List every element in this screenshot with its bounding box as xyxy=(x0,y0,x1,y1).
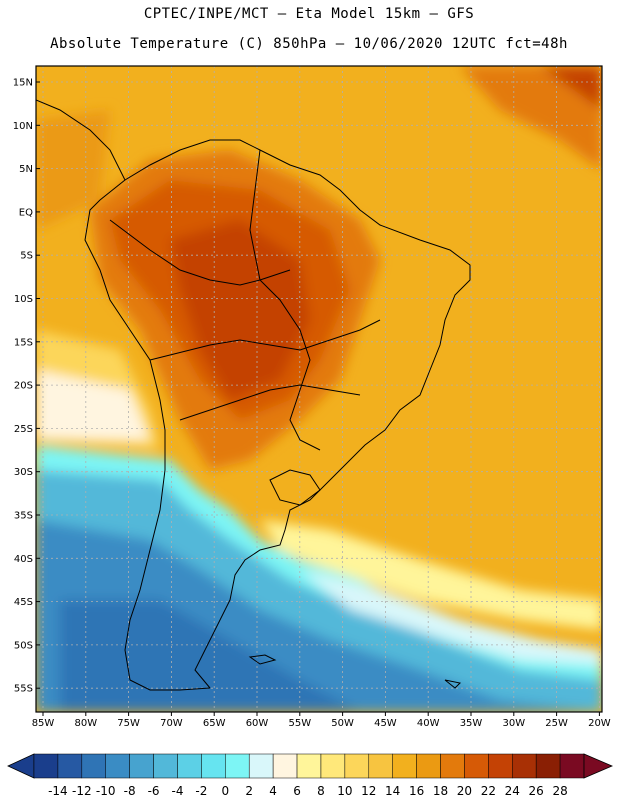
lat-tick-label: 50S xyxy=(14,640,33,651)
lat-tick-label: 5S xyxy=(20,251,33,262)
graticule xyxy=(36,66,602,712)
colorbar-tick-label: 20 xyxy=(457,784,472,798)
colorbar-tick-label: 14 xyxy=(385,784,400,798)
colorbar-tick-label: 0 xyxy=(221,784,229,798)
temperature-field xyxy=(36,66,602,712)
title-line-2: Absolute Temperature (C) 850hPa – 10/06/… xyxy=(50,36,568,52)
lon-tick-label: 55W xyxy=(288,718,311,729)
colorbar-tick-label: -2 xyxy=(195,784,207,798)
colorbar-tick-label: 2 xyxy=(245,784,253,798)
colorbar-tick-label: -6 xyxy=(148,784,160,798)
colorbar-swatch xyxy=(488,753,513,779)
lon-tick-label: 80W xyxy=(74,718,97,729)
colorbar-tick-label: 6 xyxy=(293,784,301,798)
lat-tick-label: 5N xyxy=(19,164,33,175)
colorbar-left-arrow xyxy=(7,753,35,779)
colorbar-swatch xyxy=(392,753,417,779)
colorbar-tick-label: -14 xyxy=(48,784,68,798)
colorbar-tick-label: 8 xyxy=(317,784,325,798)
lat-tick-label: 45S xyxy=(14,597,33,608)
lat-tick-label: 10N xyxy=(13,121,33,132)
colorbar-swatch xyxy=(81,753,106,779)
lat-tick-label: 15N xyxy=(13,78,33,89)
colorbar-swatch xyxy=(177,753,202,779)
lon-tick-label: 65W xyxy=(203,718,226,729)
lat-tick-label: 15S xyxy=(14,337,33,348)
lon-tick-label: 20W xyxy=(588,718,611,729)
colorbar-swatch xyxy=(272,753,298,779)
lat-tick-label: EQ xyxy=(19,207,33,218)
colorbar-tick-label: 26 xyxy=(529,784,544,798)
colorbar-swatch xyxy=(105,753,130,779)
colorbar-tick-label: -12 xyxy=(72,784,92,798)
lon-tick-label: 35W xyxy=(460,718,483,729)
colorbar-swatch xyxy=(33,753,59,779)
colorbar-tick-label: -8 xyxy=(124,784,136,798)
lon-tick-label: 40W xyxy=(417,718,440,729)
lon-tick-label: 70W xyxy=(160,718,183,729)
colorbar-swatch xyxy=(535,753,561,779)
colorbar-tick-label: 12 xyxy=(361,784,376,798)
lon-tick-label: 75W xyxy=(117,718,140,729)
colorbar-tick-label: 28 xyxy=(552,784,567,798)
colorbar-tick-label: 10 xyxy=(337,784,352,798)
colorbar-swatch xyxy=(129,753,154,779)
lat-tick-label: 10S xyxy=(14,294,33,305)
lat-tick-label: 30S xyxy=(14,467,33,478)
lat-tick-label: 20S xyxy=(14,381,33,392)
colorbar-swatch xyxy=(57,753,83,779)
colorbar-tick-label: 24 xyxy=(505,784,520,798)
lon-tick-label: 25W xyxy=(545,718,568,729)
map-border xyxy=(35,65,603,713)
colorbar-tick-label: -10 xyxy=(96,784,116,798)
title-line-1: CPTEC/INPE/MCT – Eta Model 15km – GFS xyxy=(143,6,475,22)
colorbar-swatch xyxy=(320,753,346,779)
colorbar-swatch xyxy=(512,753,537,779)
colorbar-swatch xyxy=(296,753,322,779)
colorbar-swatch xyxy=(440,753,465,779)
colorbar-tick-label: 4 xyxy=(269,784,277,798)
colorbar-swatch xyxy=(225,753,250,779)
longitude-axis: 85W 80W 75W 70W 65W 60W 55W 50W 45W 40W 35W 30W 25W 2… xyxy=(32,712,611,729)
lon-tick-label: 85W xyxy=(32,718,55,729)
lat-tick-label: 55S xyxy=(14,684,33,695)
lat-tick-label: 25S xyxy=(14,424,33,435)
colorbar-swatch xyxy=(368,753,393,779)
lon-tick-label: 45W xyxy=(374,718,397,729)
colorbar-swatch xyxy=(464,753,489,779)
colorbar-swatch xyxy=(416,753,441,779)
colorbar-swatch xyxy=(559,753,585,779)
lon-tick-label: 50W xyxy=(331,718,354,729)
colorbar-swatch xyxy=(153,753,178,779)
colorbar: -14 -12 -10 -8 -6 -4 -2 0 2 4 6 8 10 12 14 16 18 20 22 24 26… xyxy=(7,753,614,798)
colorbar-right-arrow xyxy=(583,753,614,779)
colorbar-tick-label: 18 xyxy=(433,784,448,798)
coastline xyxy=(36,99,471,691)
colorbar-tick-label: -4 xyxy=(171,784,183,798)
colorbar-swatch xyxy=(344,753,370,779)
colorbar-tick-label: 22 xyxy=(481,784,496,798)
lon-tick-label: 30W xyxy=(502,718,525,729)
lat-tick-label: 40S xyxy=(14,554,33,565)
lat-tick-label: 35S xyxy=(14,511,33,522)
lon-tick-label: 60W xyxy=(246,718,269,729)
latitude-axis: 15N 10N 5N EQ 5S 10S 15S 20S 25S 30S 35S 40S 45S 50S 5… xyxy=(13,78,40,695)
colorbar-tick-label: 16 xyxy=(409,784,424,798)
colorbar-swatch xyxy=(201,753,226,779)
colorbar-swatch xyxy=(248,753,274,779)
